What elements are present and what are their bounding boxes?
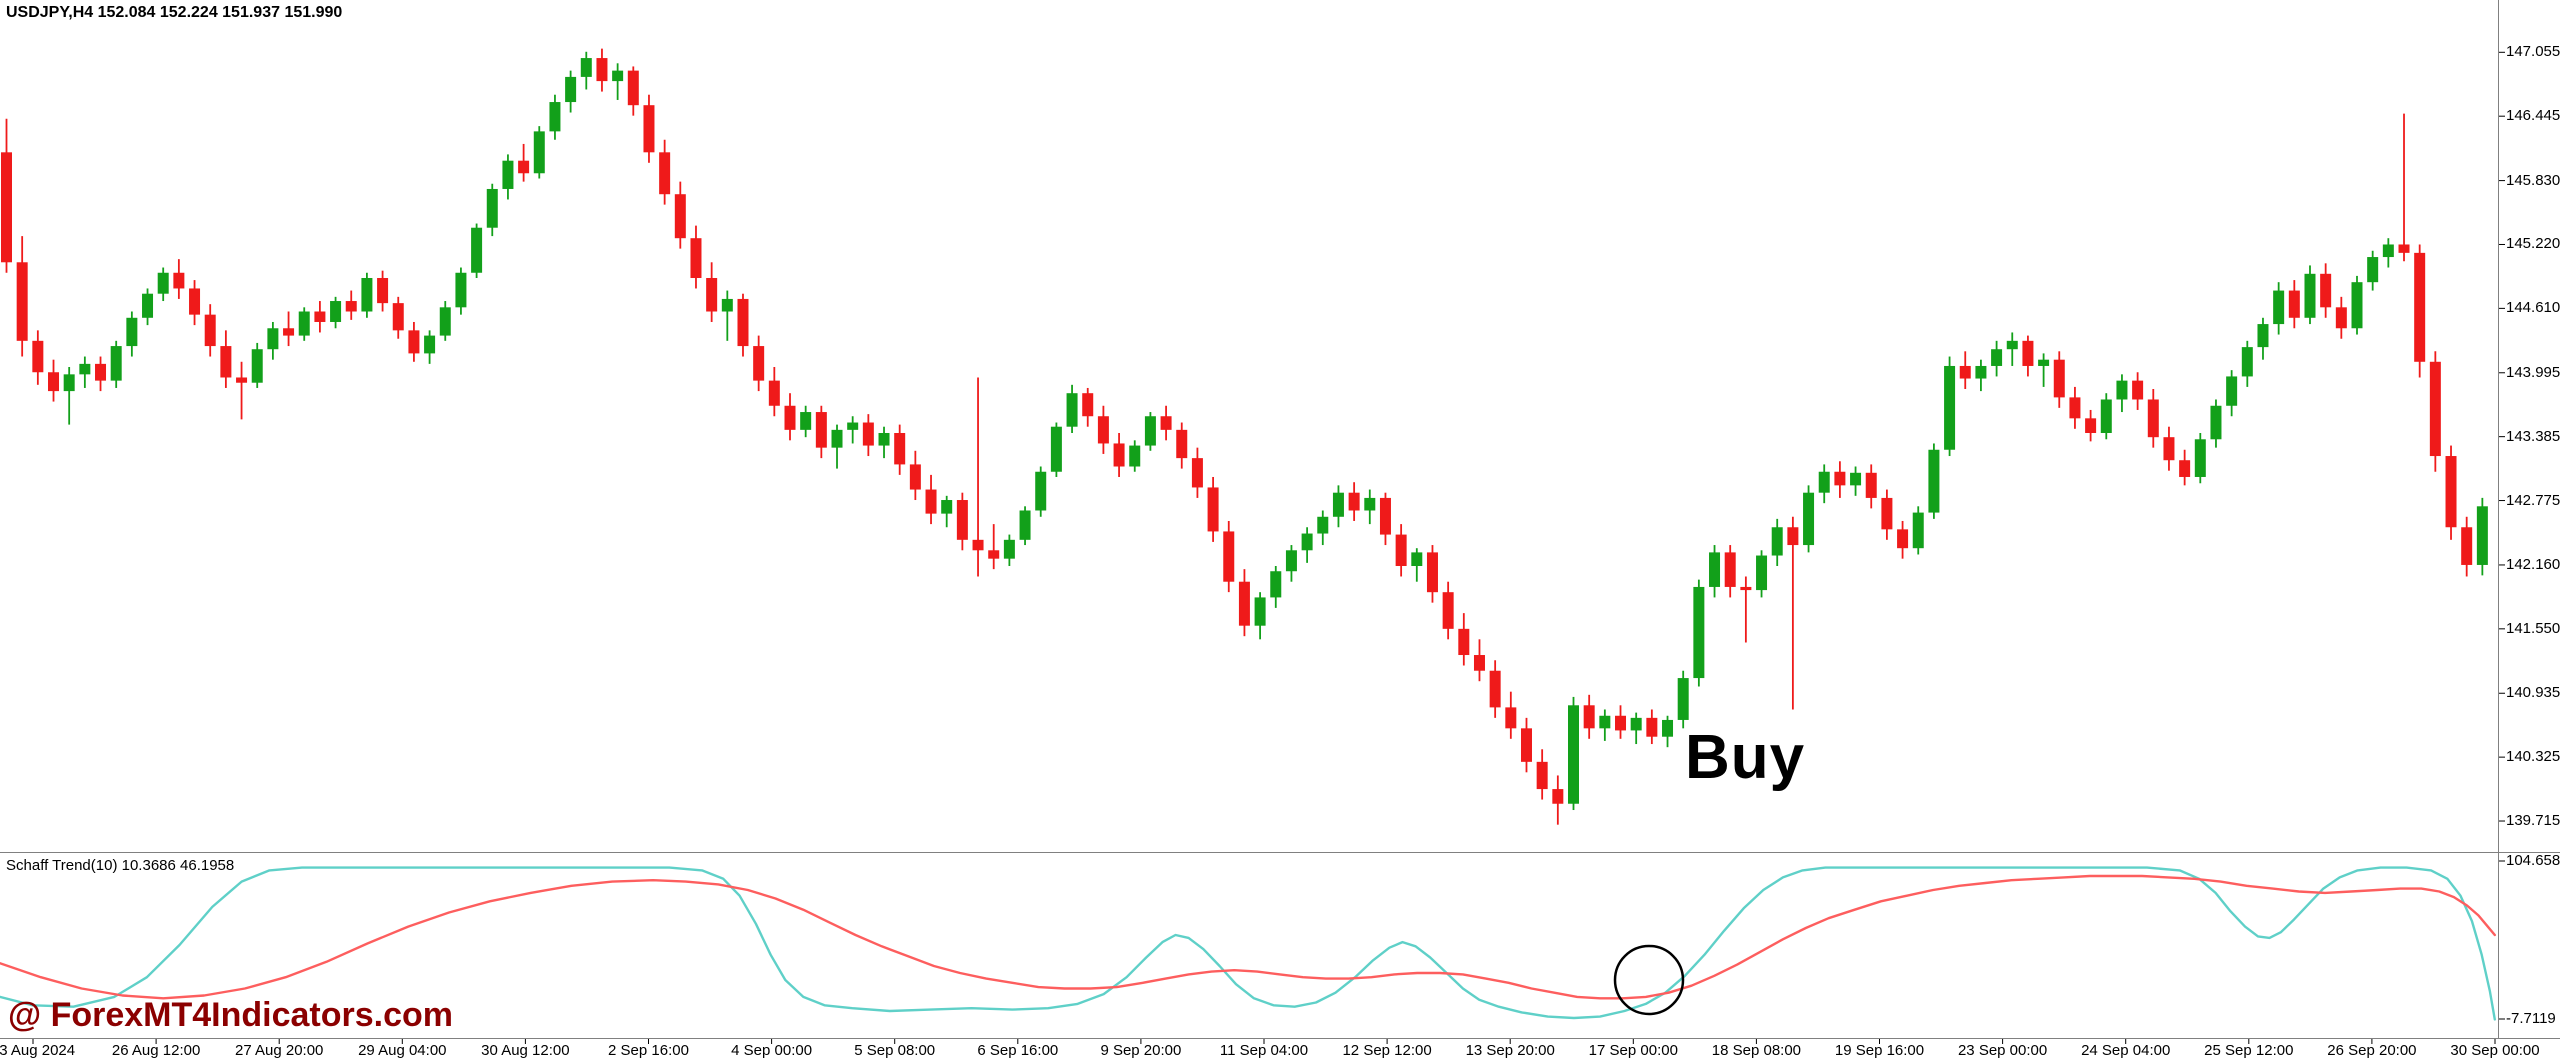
- time-axis[interactable]: 23 Aug 2024 26 Aug 12:00 27 Aug 20:00 29 Au…: [0, 1039, 2560, 1061]
- axis-ticks: [32, 51, 2505, 1044]
- indicator-header: Schaff Trend(10) 10.3686 46.1958: [6, 857, 235, 874]
- time-axis-label: 6 Sep 16:00: [977, 1042, 1059, 1059]
- buy-annotation: Buy: [1685, 723, 1806, 792]
- time-axis-label: 9 Sep 20:00: [1100, 1042, 1182, 1059]
- price-axis-label: 140.325: [2506, 748, 2560, 766]
- price-axis-label: 142.160: [2506, 555, 2560, 573]
- indicator-axis-label: 104.6587: [2506, 852, 2560, 869]
- price-axis-label: 143.385: [2506, 427, 2560, 445]
- time-axis-label: 26 Aug 12:00: [111, 1042, 201, 1059]
- time-axis-label: 11 Sep 04:00: [1219, 1042, 1309, 1059]
- time-axis-label: 24 Sep 04:00: [2081, 1042, 2171, 1059]
- price-axis-label: 144.610: [2506, 299, 2560, 317]
- time-axis-label: 23 Sep 00:00: [1957, 1042, 2048, 1059]
- time-axis-label: 25 Sep 12:00: [2204, 1042, 2294, 1059]
- price-axis-label: 146.445: [2506, 107, 2560, 125]
- time-axis-label: 13 Sep 20:00: [1465, 1042, 1555, 1059]
- time-axis-label: 30 Sep 00:00: [2450, 1042, 2540, 1059]
- symbol-ohlc-header: USDJPY,H4 152.084 152.224 151.937 151.99…: [6, 4, 343, 21]
- crossover-circle-annotation[interactable]: [1613, 944, 1685, 1016]
- time-axis-label: 19 Sep 16:00: [1834, 1042, 1925, 1059]
- time-axis-label: 23 Aug 2024: [0, 1042, 76, 1059]
- schaff-trend-lines: [0, 866, 2496, 1021]
- price-axis-label: 141.550: [2506, 619, 2560, 637]
- time-axis-label: 30 Aug 12:00: [481, 1042, 570, 1059]
- price-axis-label: 145.220: [2506, 235, 2560, 253]
- price-axis-label: 139.715: [2506, 812, 2560, 830]
- price-axis-label: 147.055: [2506, 43, 2560, 61]
- time-axis-label: 29 Aug 04:00: [358, 1042, 447, 1059]
- indicator-axis-label: -7.7119: [2506, 1009, 2556, 1027]
- watermark: @ ForexMT4Indicators.com: [8, 996, 454, 1034]
- time-axis-label: 27 Aug 20:00: [234, 1042, 324, 1059]
- price-axis-label: 145.830: [2506, 171, 2560, 189]
- time-axis-label: 5 Sep 08:00: [854, 1042, 936, 1059]
- time-axis-label: 18 Sep 08:00: [1711, 1042, 1802, 1059]
- time-axis-label: 4 Sep 00:00: [731, 1042, 813, 1059]
- price-axis-label: 142.775: [2506, 491, 2560, 509]
- time-axis-label: 12 Sep 12:00: [1342, 1042, 1432, 1059]
- price-axis-label: 143.995: [2506, 363, 2560, 381]
- time-axis-label: 2 Sep 16:00: [608, 1042, 689, 1059]
- time-axis-label: 17 Sep 00:00: [1588, 1042, 1678, 1059]
- time-axis-label: 26 Sep 20:00: [2327, 1042, 2417, 1059]
- price-axis-label: 140.935: [2506, 684, 2560, 702]
- candlestick-series: [1, 48, 2488, 825]
